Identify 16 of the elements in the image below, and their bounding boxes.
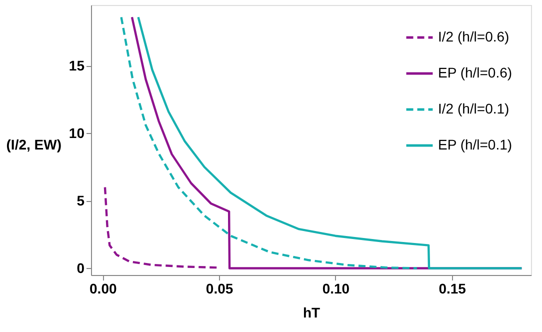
legend-label: I/2 (h/l=0.6) (438, 28, 510, 44)
legend-label: I/2 (h/l=0.1) (438, 100, 510, 116)
line-series (120, 16, 418, 270)
y-axis-title: (I/2, EW) (6, 136, 62, 152)
legend-label: EP (h/l=0.1) (438, 136, 512, 152)
x-tick-label: 0.10 (322, 280, 350, 296)
x-tick-label: 0.00 (90, 280, 117, 296)
x-tick-label: 0.05 (206, 280, 234, 296)
y-tick-label: 0 (76, 260, 85, 276)
x-axis-title: hT (302, 304, 320, 320)
y-tick-label: 5 (76, 192, 85, 208)
x-tick-label: 0.15 (438, 280, 466, 296)
y-tick-label: 10 (68, 124, 85, 141)
y-tick-label: 15 (68, 57, 85, 74)
legend-label: EP (h/l=0.6) (438, 64, 512, 80)
line-series (104, 186, 218, 269)
